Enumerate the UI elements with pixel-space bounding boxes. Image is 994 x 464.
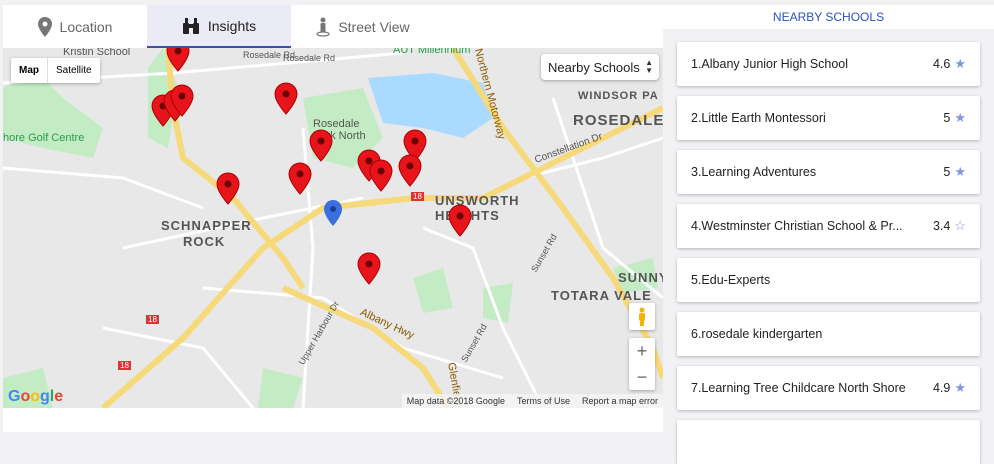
tab-street-view[interactable]: Street View bbox=[291, 5, 435, 48]
school-name: 4.Westminster Christian School & Pr... bbox=[691, 219, 903, 233]
street-view-icon bbox=[316, 17, 330, 37]
select-arrows-icon: ▲ ▼ bbox=[645, 58, 653, 75]
school-marker-icon[interactable] bbox=[309, 129, 333, 162]
school-marker-icon[interactable] bbox=[170, 84, 194, 117]
school-card[interactable] bbox=[677, 420, 980, 464]
map-label: Rosedale Rd bbox=[243, 50, 296, 60]
school-name: 6.rosedale kindergarten bbox=[691, 327, 823, 341]
zoom-in-button[interactable]: + bbox=[636, 340, 648, 361]
star-icon: ★ bbox=[954, 380, 966, 395]
school-rating: 5 bbox=[943, 165, 951, 179]
school-name: 2.Little Earth Montessori bbox=[691, 111, 826, 125]
google-logo: Google bbox=[8, 388, 64, 405]
map-label: ROCK bbox=[183, 234, 226, 249]
tab-label: Street View bbox=[338, 18, 410, 35]
school-name: 1.Albany Junior High School bbox=[691, 57, 849, 71]
school-card[interactable]: 6.rosedale kindergarten bbox=[677, 312, 980, 356]
school-card[interactable]: 3.Learning Adventures 5 ★ bbox=[677, 150, 980, 194]
tab-location[interactable]: Location bbox=[3, 5, 147, 48]
route-shield: 18 bbox=[118, 361, 131, 370]
school-marker-icon[interactable] bbox=[369, 159, 393, 192]
route-shield: 18 bbox=[411, 192, 424, 201]
pegman-icon bbox=[639, 307, 645, 326]
map-label: WINDSOR PA bbox=[578, 90, 659, 102]
map-pin-icon bbox=[37, 16, 52, 37]
map-data-text: Map data ©2018 Google bbox=[406, 396, 505, 406]
school-rating: 4.9 bbox=[932, 381, 951, 395]
report-error-link[interactable]: Report a map error bbox=[581, 396, 658, 406]
map-label: Rosedale Rd bbox=[283, 53, 336, 63]
zoom-out-button[interactable]: − bbox=[636, 366, 648, 387]
route-shield: 18 bbox=[146, 315, 159, 324]
layer-select-value: Nearby Schools bbox=[548, 59, 640, 75]
left-panel: Location Insights Street View Kristin Sc… bbox=[3, 5, 663, 432]
school-name: 3.Learning Adventures bbox=[691, 165, 817, 179]
school-card[interactable]: 4.Westminster Christian School & Pr... 3.… bbox=[677, 204, 980, 248]
map-attribution: Map data ©2018 Google Terms of Use Repor… bbox=[401, 394, 663, 408]
tab-label: Location bbox=[59, 18, 113, 35]
half-star-icon: ☆ bbox=[954, 218, 966, 233]
map-label: AUT Millennium bbox=[393, 48, 471, 56]
star-icon: ★ bbox=[954, 110, 966, 125]
map-label: ROSEDALE bbox=[573, 112, 663, 129]
map-label: UNSWORTH bbox=[435, 193, 520, 208]
map-type-satellite-button[interactable]: Satellite bbox=[56, 65, 92, 76]
map-type-control: Map Satellite bbox=[11, 58, 100, 83]
map-base bbox=[3, 48, 663, 408]
school-name: 5.Edu-Experts bbox=[691, 273, 771, 287]
school-marker-icon[interactable] bbox=[288, 162, 312, 195]
tab-label: Insights bbox=[207, 17, 257, 34]
map-label: SUNNY bbox=[618, 270, 663, 285]
school-card[interactable]: 7.Learning Tree Childcare North Shore 4.9… bbox=[677, 366, 980, 410]
pegman-button[interactable] bbox=[629, 303, 655, 330]
binoculars-icon bbox=[182, 17, 199, 34]
map-label: TOTARA VALE bbox=[551, 288, 652, 303]
school-rating: 5 bbox=[943, 111, 951, 125]
tab-bar: Location Insights Street View bbox=[3, 5, 663, 48]
school-marker-icon[interactable] bbox=[216, 172, 240, 205]
school-marker-icon[interactable] bbox=[398, 154, 422, 187]
school-rating: 3.4 bbox=[932, 219, 951, 233]
school-markers bbox=[151, 48, 472, 285]
school-marker-icon[interactable] bbox=[274, 82, 298, 115]
star-icon: ★ bbox=[954, 164, 966, 179]
property-location-marker-icon[interactable] bbox=[324, 200, 342, 226]
school-card[interactable]: 5.Edu-Experts bbox=[677, 258, 980, 302]
map-type-map-button[interactable]: Map bbox=[11, 58, 48, 83]
layer-select[interactable]: Nearby Schools ▲ ▼ bbox=[541, 54, 659, 80]
tab-insights[interactable]: Insights bbox=[147, 5, 291, 48]
map-label: Kristin School bbox=[63, 48, 131, 58]
map[interactable]: Kristin School Rosedale Rd Rosedale Rd A… bbox=[3, 48, 663, 408]
school-marker-icon[interactable] bbox=[448, 204, 472, 237]
school-card[interactable]: 2.Little Earth Montessori 5 ★ bbox=[677, 96, 980, 140]
school-rating: 4.6 bbox=[932, 57, 951, 71]
school-marker-icon[interactable] bbox=[166, 48, 190, 72]
school-card[interactable]: 1.Albany Junior High School 4.6 ★ bbox=[677, 42, 980, 86]
map-label: hore Golf Centre bbox=[3, 132, 85, 144]
school-name: 7.Learning Tree Childcare North Shore bbox=[691, 381, 906, 395]
map-label: SCHNAPPER bbox=[161, 218, 252, 233]
sidebar: NEARBY SCHOOLS 1.Albany Junior High Scho… bbox=[663, 0, 994, 464]
school-marker-icon[interactable] bbox=[357, 252, 381, 285]
sidebar-title: NEARBY SCHOOLS bbox=[663, 5, 994, 29]
star-icon: ★ bbox=[954, 56, 966, 71]
zoom-control: + − bbox=[629, 338, 655, 390]
terms-link[interactable]: Terms of Use bbox=[516, 396, 570, 406]
